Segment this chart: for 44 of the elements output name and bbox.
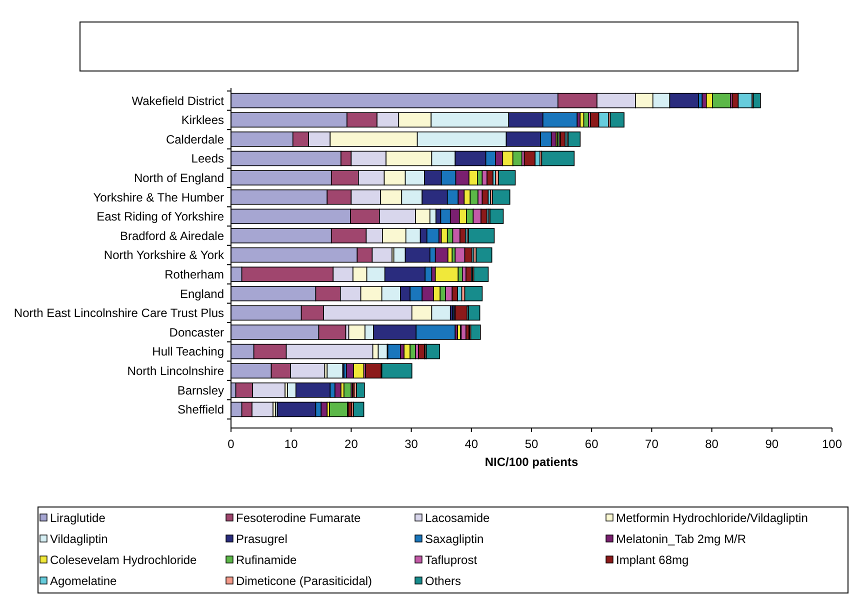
x-tick-label: 80 bbox=[705, 437, 719, 452]
legend-label: Melatonin_Tab 2mg M/R bbox=[616, 532, 746, 546]
x-tick-label: 50 bbox=[524, 437, 538, 452]
y-tick-label: Wakefield District bbox=[132, 94, 225, 108]
y-tick-label: East Riding of Yorkshire bbox=[96, 210, 224, 224]
y-tick-label: Bradford & Airedale bbox=[120, 228, 224, 243]
legend-label: Vildagliptin bbox=[50, 532, 108, 546]
y-tick-label: North of England bbox=[134, 170, 224, 185]
x-tick-label: 70 bbox=[645, 437, 659, 452]
x-axis-title: NIC/100 patients bbox=[484, 455, 578, 470]
y-tick-label: Doncaster bbox=[169, 325, 224, 340]
y-tick-label: Leeds bbox=[191, 152, 224, 166]
y-tick-label: Barnsley bbox=[177, 383, 224, 398]
y-tick-label: Sheffield bbox=[178, 402, 224, 417]
y-tick-label: North Yorkshire & York bbox=[104, 248, 225, 262]
y-tick-label: North Lincolnshire bbox=[127, 364, 224, 378]
y-tick-label: Calderdale bbox=[166, 132, 224, 146]
legend-label: Saxagliptin bbox=[425, 532, 484, 546]
x-tick-label: 0 bbox=[228, 437, 235, 452]
legend-label: Rufinamide bbox=[236, 553, 298, 568]
legend-label: Metformin Hydrochloride/Vildagliptin bbox=[616, 511, 808, 526]
y-tick-label: Kirklees bbox=[181, 113, 224, 128]
x-tick-label: 40 bbox=[464, 437, 478, 452]
legend-label: Others bbox=[425, 574, 462, 588]
y-tick-label: Yorkshire & The Humber bbox=[93, 190, 224, 204]
legend-label: Colesevelam Hydrochloride bbox=[50, 553, 198, 568]
x-tick-label: 20 bbox=[344, 437, 358, 452]
y-tick-label: North East Lincolnshire Care Trust Plus bbox=[14, 306, 224, 320]
y-tick-label: England bbox=[180, 286, 224, 301]
legend-label: Dimeticone (Parasiticidal) bbox=[236, 574, 372, 588]
legend-label: Implant 68mg bbox=[616, 553, 689, 568]
legend-label: Prasugrel bbox=[236, 532, 288, 546]
y-tick-label: Hull Teaching bbox=[152, 344, 224, 359]
x-tick-label: 10 bbox=[284, 437, 298, 452]
y-tick-label: Rotherham bbox=[164, 268, 224, 282]
x-tick-label: 100 bbox=[822, 437, 842, 452]
legend-label: Fesoterodine Fumarate bbox=[236, 511, 362, 526]
legend-label: Lacosamide bbox=[425, 511, 490, 526]
legend-label: Liraglutide bbox=[50, 511, 106, 526]
x-tick-label: 90 bbox=[765, 437, 779, 452]
x-tick-label: 30 bbox=[404, 437, 418, 452]
legend-label: Agomelatine bbox=[50, 574, 118, 588]
legend-label: Tafluprost bbox=[425, 553, 478, 568]
x-tick-label: 60 bbox=[584, 437, 599, 452]
